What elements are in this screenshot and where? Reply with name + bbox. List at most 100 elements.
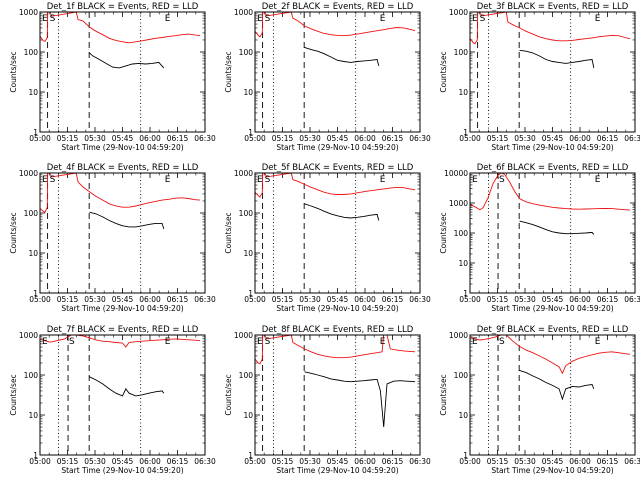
chart-panel-4: Det_4f BLACK = Events, RED = LLD 1 10 100 10…: [9, 163, 216, 313]
chart-panel-5: Det_5f BLACK = Events, RED = LLD 1 10 100 10…: [224, 163, 431, 313]
y-tick-label: 1000: [449, 331, 468, 340]
y-tick-label: 10: [243, 249, 253, 258]
y-tick-label: 1: [33, 289, 38, 298]
marker-e-label: E: [257, 337, 263, 347]
y-tick-label: 100: [24, 48, 39, 57]
x-tick-label: 05:00: [459, 295, 481, 304]
x-tick-label: 06:00: [354, 295, 376, 304]
x-tick-label: 05:15: [487, 295, 509, 304]
y-axis-label: Counts/sec: [9, 212, 18, 253]
x-tick-label: 06:15: [382, 134, 404, 143]
x-tick-label: 05:15: [272, 295, 294, 304]
plot-frame: [39, 11, 206, 133]
y-tick-label: 100: [24, 371, 39, 380]
y-tick-label: 10: [28, 411, 38, 420]
y-tick-label: 100: [454, 48, 469, 57]
marker-e-label: E: [472, 14, 478, 24]
x-tick-label: 05:30: [299, 134, 321, 143]
lld-series-line: [254, 172, 416, 198]
lld-series-line: [39, 11, 201, 44]
events-series-line: [89, 376, 165, 397]
x-tick-label: 06:30: [624, 134, 640, 143]
y-tick-label: 10: [28, 249, 38, 258]
x-tick-label: 05:45: [112, 134, 134, 143]
y-tick-label: 1000: [234, 8, 253, 17]
lld-series-line: [39, 172, 201, 213]
x-tick-label: 05:00: [29, 295, 51, 304]
y-tick-label: 10: [28, 88, 38, 97]
x-tick-label: 06:15: [597, 457, 619, 466]
events-series-line: [519, 49, 595, 68]
x-tick-label: 05:45: [327, 134, 349, 143]
x-tick-label: 05:15: [272, 134, 294, 143]
x-tick-label: 05:30: [299, 457, 321, 466]
y-tick-label: 1: [248, 128, 253, 137]
y-tick-label: 1: [463, 451, 468, 460]
y-axis-label: Counts/sec: [439, 374, 448, 415]
chart-panel-9: Det_9f BLACK = Events, RED = LLD 1 10 100 10…: [439, 325, 640, 475]
marker-e-label: E: [380, 14, 386, 24]
y-tick-label: 10: [458, 259, 468, 268]
x-axis-label: Start Time (29-Nov-10 04:59:20): [491, 143, 613, 152]
y-tick-label: 10: [243, 411, 253, 420]
plot-frame: [39, 172, 206, 294]
y-tick-label: 1: [248, 289, 253, 298]
marker-s-label: S: [50, 175, 56, 185]
marker-s-label: S: [480, 14, 486, 24]
x-axis-label: Start Time (29-Nov-10 04:59:20): [276, 143, 398, 152]
marker-s-label: S: [265, 175, 271, 185]
x-tick-label: 06:00: [139, 295, 161, 304]
x-tick-label: 05:00: [459, 457, 481, 466]
x-tick-label: 05:45: [327, 295, 349, 304]
chart-title: Det_6f BLACK = Events, RED = LLD: [477, 163, 629, 173]
lld-series-line: [469, 172, 631, 211]
y-axis-label: Counts/sec: [224, 212, 233, 253]
x-axis-label: Start Time (29-Nov-10 04:59:20): [491, 304, 613, 313]
x-tick-label: 06:30: [409, 134, 431, 143]
y-axis-label: Counts/sec: [439, 51, 448, 92]
marker-e-label: E: [595, 175, 601, 185]
x-tick-label: 05:30: [84, 134, 106, 143]
y-tick-label: 1: [248, 451, 253, 460]
x-tick-label: 06:15: [382, 457, 404, 466]
marker-e-label: E: [472, 175, 478, 185]
y-tick-label: 100: [239, 48, 254, 57]
marker-e-label: E: [595, 337, 601, 347]
chart-panel-2: Det_2f BLACK = Events, RED = LLD 1 10 100 10…: [224, 2, 431, 152]
x-tick-label: 06:15: [382, 295, 404, 304]
y-axis-label: Counts/sec: [439, 212, 448, 253]
lld-series-line: [469, 334, 631, 375]
x-tick-label: 05:00: [244, 457, 266, 466]
marker-e-label: E: [472, 337, 478, 347]
x-tick-label: 06:00: [354, 134, 376, 143]
plot-frame: [469, 334, 636, 456]
x-tick-label: 05:30: [299, 295, 321, 304]
marker-e-label: E: [165, 14, 171, 24]
y-tick-label: 1000: [19, 331, 38, 340]
x-tick-label: 05:00: [29, 457, 51, 466]
chart-panel-8: Det_8f BLACK = Events, RED = LLD 1 10 100 10…: [224, 325, 431, 475]
lld-series-line: [254, 11, 416, 38]
marker-e-label: E: [42, 175, 48, 185]
chart-title: Det_5f BLACK = Events, RED = LLD: [262, 163, 414, 173]
x-tick-label: 06:30: [194, 457, 216, 466]
marker-e-label: E: [42, 337, 48, 347]
chart-title: Det_1f BLACK = Events, RED = LLD: [47, 2, 199, 12]
marker-e-label: E: [257, 14, 263, 24]
y-tick-label: 10: [458, 411, 468, 420]
events-series-line: [304, 203, 380, 221]
y-tick-label: 10: [243, 88, 253, 97]
marker-s-label: S: [499, 175, 505, 185]
marker-s-label: S: [499, 337, 505, 347]
marker-s-label: S: [265, 14, 271, 24]
plot-frame: [469, 172, 636, 294]
x-tick-label: 05:45: [542, 134, 564, 143]
y-tick-label: 1000: [449, 8, 468, 17]
x-tick-label: 06:00: [569, 134, 591, 143]
x-axis-label: Start Time (29-Nov-10 04:59:20): [491, 466, 613, 475]
marker-e-label: E: [595, 14, 601, 24]
y-tick-label: 100: [239, 371, 254, 380]
chart-panel-1: Det_1f BLACK = Events, RED = LLD 1 10 100 10…: [9, 2, 216, 152]
lld-series-line: [469, 11, 631, 45]
